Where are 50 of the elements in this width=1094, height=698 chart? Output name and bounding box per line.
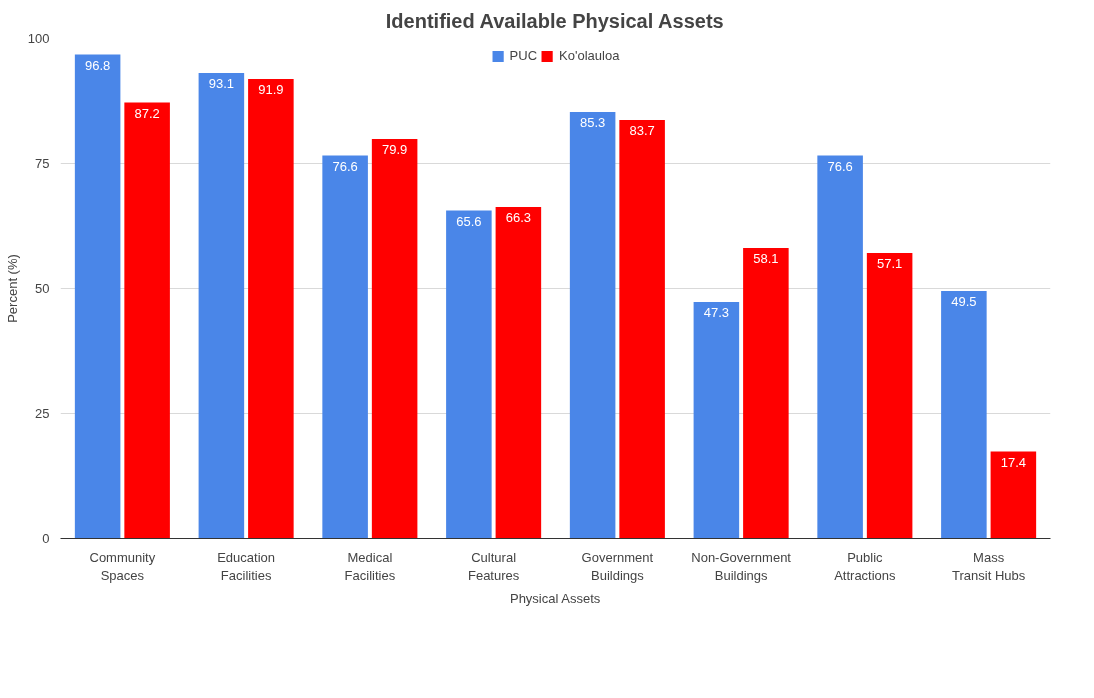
bar xyxy=(495,207,542,539)
data-label: 17.4 xyxy=(1000,454,1027,470)
x-tick-label: Medical Facilities xyxy=(344,549,396,583)
bar xyxy=(743,248,789,539)
data-label: 85.3 xyxy=(579,115,606,130)
data-label: 76.6 xyxy=(332,158,358,174)
bar xyxy=(74,54,121,539)
data-label: 58.1 xyxy=(753,251,779,266)
bar xyxy=(446,210,492,539)
y-axis-title: Percent (%) xyxy=(4,254,20,323)
data-label: 65.6 xyxy=(456,213,482,229)
y-tick-label: 100 xyxy=(27,31,50,46)
data-label: 76.6 xyxy=(827,158,853,174)
x-tick-label: Cultural Features xyxy=(467,549,520,583)
bar xyxy=(124,102,170,539)
bar xyxy=(569,112,616,539)
y-tick-label: 25 xyxy=(35,406,50,421)
bar xyxy=(817,155,863,539)
bar xyxy=(322,155,368,539)
x-tick-label: Non-Government Buildings xyxy=(691,549,792,583)
bar xyxy=(693,302,740,539)
bar xyxy=(248,79,294,539)
x-tick-label: Government Buildings xyxy=(581,549,654,583)
data-label: 83.7 xyxy=(629,123,655,138)
y-tick-label: 0 xyxy=(42,531,50,546)
bar xyxy=(198,73,245,539)
x-tick-label: Public Attractions xyxy=(834,549,897,583)
bar xyxy=(371,139,418,539)
legend-label: PUC xyxy=(509,48,538,63)
data-label: 47.3 xyxy=(703,305,730,320)
data-label: 66.3 xyxy=(505,210,532,225)
x-tick-label: Education Facilities xyxy=(217,549,276,583)
data-label: 57.1 xyxy=(876,256,903,271)
x-axis-title: Physical Assets xyxy=(509,590,601,606)
chart-title: Identified Available Physical Assets xyxy=(385,9,724,32)
y-tick-label: 50 xyxy=(35,281,50,296)
x-tick-label: Mass Transit Hubs xyxy=(952,549,1026,583)
data-label: 93.1 xyxy=(208,76,235,91)
data-label: 87.2 xyxy=(134,105,160,121)
legend-label: Ko'olauloa xyxy=(559,48,620,63)
data-label: 91.9 xyxy=(258,82,284,97)
data-label: 96.8 xyxy=(84,57,111,73)
bar xyxy=(866,253,913,539)
bar xyxy=(990,451,1037,539)
bar xyxy=(619,120,665,539)
bar xyxy=(941,291,987,539)
y-tick-label: 75 xyxy=(35,156,50,171)
data-label: 79.9 xyxy=(381,142,408,157)
data-label: 49.5 xyxy=(951,294,977,309)
x-tick-label: Community Spaces xyxy=(89,549,156,583)
